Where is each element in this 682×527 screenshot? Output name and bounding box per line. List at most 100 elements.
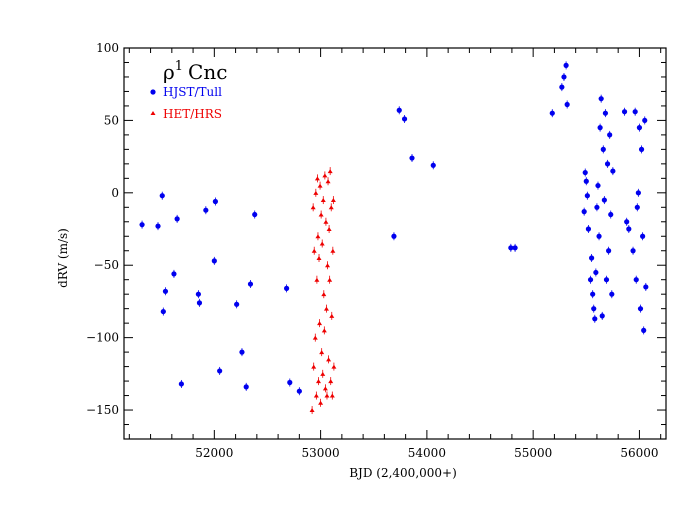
y-tick-label: −50 bbox=[94, 258, 119, 272]
data-point bbox=[319, 350, 324, 354]
x-tick-label: 52000 bbox=[195, 446, 233, 460]
data-point bbox=[582, 209, 587, 214]
data-point bbox=[608, 212, 613, 217]
data-point bbox=[602, 197, 607, 202]
data-point bbox=[583, 170, 588, 175]
data-point bbox=[160, 193, 165, 198]
data-point bbox=[397, 108, 402, 113]
data-point bbox=[637, 125, 642, 130]
data-point bbox=[328, 379, 333, 383]
data-point bbox=[630, 248, 635, 253]
data-point bbox=[287, 380, 292, 385]
y-tick-label: 0 bbox=[111, 186, 119, 200]
data-point bbox=[391, 234, 396, 239]
data-point bbox=[318, 184, 323, 188]
x-tick-label: 55000 bbox=[514, 446, 552, 460]
data-point bbox=[318, 401, 323, 405]
data-point bbox=[592, 316, 597, 321]
title-symbol: ρ bbox=[163, 60, 175, 84]
data-point bbox=[179, 381, 184, 386]
data-point bbox=[171, 271, 176, 276]
data-point bbox=[642, 118, 647, 123]
data-point bbox=[310, 408, 315, 412]
data-point bbox=[402, 116, 407, 121]
data-point bbox=[155, 224, 160, 229]
data-point bbox=[588, 277, 593, 282]
data-point bbox=[550, 111, 555, 116]
data-point bbox=[330, 249, 335, 253]
data-point bbox=[636, 190, 641, 195]
x-tick-label: 53000 bbox=[302, 446, 340, 460]
legend-marker-het bbox=[151, 111, 156, 115]
data-point bbox=[640, 234, 645, 239]
data-point bbox=[599, 96, 604, 101]
data-point bbox=[197, 300, 202, 305]
data-point bbox=[317, 256, 322, 260]
data-point bbox=[586, 226, 591, 231]
data-point bbox=[626, 226, 631, 231]
data-point bbox=[196, 292, 201, 297]
data-point bbox=[328, 169, 333, 173]
data-point bbox=[311, 365, 316, 369]
data-point bbox=[431, 163, 436, 168]
data-point bbox=[584, 179, 589, 184]
data-point bbox=[331, 365, 336, 369]
data-point bbox=[604, 277, 609, 282]
data-point bbox=[607, 132, 612, 137]
data-point bbox=[312, 249, 317, 253]
data-point bbox=[622, 109, 627, 114]
data-point bbox=[313, 191, 318, 195]
data-point bbox=[610, 168, 615, 173]
data-point bbox=[605, 161, 610, 166]
data-point bbox=[598, 125, 603, 130]
data-point bbox=[589, 255, 594, 260]
data-point bbox=[322, 173, 327, 177]
data-point bbox=[244, 384, 249, 389]
data-point bbox=[321, 198, 326, 202]
x-tick-label: 56000 bbox=[620, 446, 658, 460]
data-point bbox=[239, 350, 244, 355]
data-point bbox=[213, 199, 218, 204]
chart-title: ρ1 Cnc bbox=[163, 59, 227, 84]
data-point bbox=[331, 198, 336, 202]
legend: HJST/Tull HET/HRS bbox=[150, 85, 222, 121]
data-point bbox=[175, 216, 180, 221]
data-point bbox=[639, 147, 644, 152]
data-point bbox=[317, 321, 322, 325]
data-point bbox=[633, 109, 638, 114]
data-point bbox=[319, 213, 324, 217]
y-axis: −150−100−50050100 bbox=[86, 41, 666, 439]
data-point bbox=[624, 219, 629, 224]
data-point bbox=[297, 389, 302, 394]
data-point bbox=[585, 193, 590, 198]
data-point bbox=[322, 328, 327, 332]
data-point bbox=[284, 286, 289, 291]
y-tick-label: −100 bbox=[86, 331, 119, 345]
title-superscript: 1 bbox=[175, 59, 183, 74]
data-point bbox=[315, 234, 320, 238]
data-point bbox=[594, 205, 599, 210]
data-point bbox=[596, 234, 601, 239]
data-point bbox=[561, 74, 566, 79]
data-point bbox=[323, 386, 328, 390]
data-point bbox=[634, 277, 639, 282]
data-point bbox=[643, 284, 648, 289]
data-point bbox=[161, 309, 166, 314]
series-het-hrs bbox=[310, 167, 337, 414]
data-point bbox=[325, 263, 330, 267]
data-point bbox=[635, 205, 640, 210]
data-point bbox=[313, 336, 318, 340]
data-point bbox=[559, 85, 564, 90]
data-point bbox=[330, 394, 335, 398]
data-point bbox=[327, 227, 332, 231]
data-point bbox=[320, 372, 325, 376]
data-point bbox=[212, 258, 217, 263]
data-point bbox=[139, 222, 144, 227]
data-point bbox=[329, 205, 334, 209]
data-point bbox=[591, 306, 596, 311]
data-point bbox=[324, 394, 329, 398]
data-point bbox=[320, 242, 325, 246]
data-point bbox=[316, 379, 321, 383]
data-point bbox=[595, 183, 600, 188]
